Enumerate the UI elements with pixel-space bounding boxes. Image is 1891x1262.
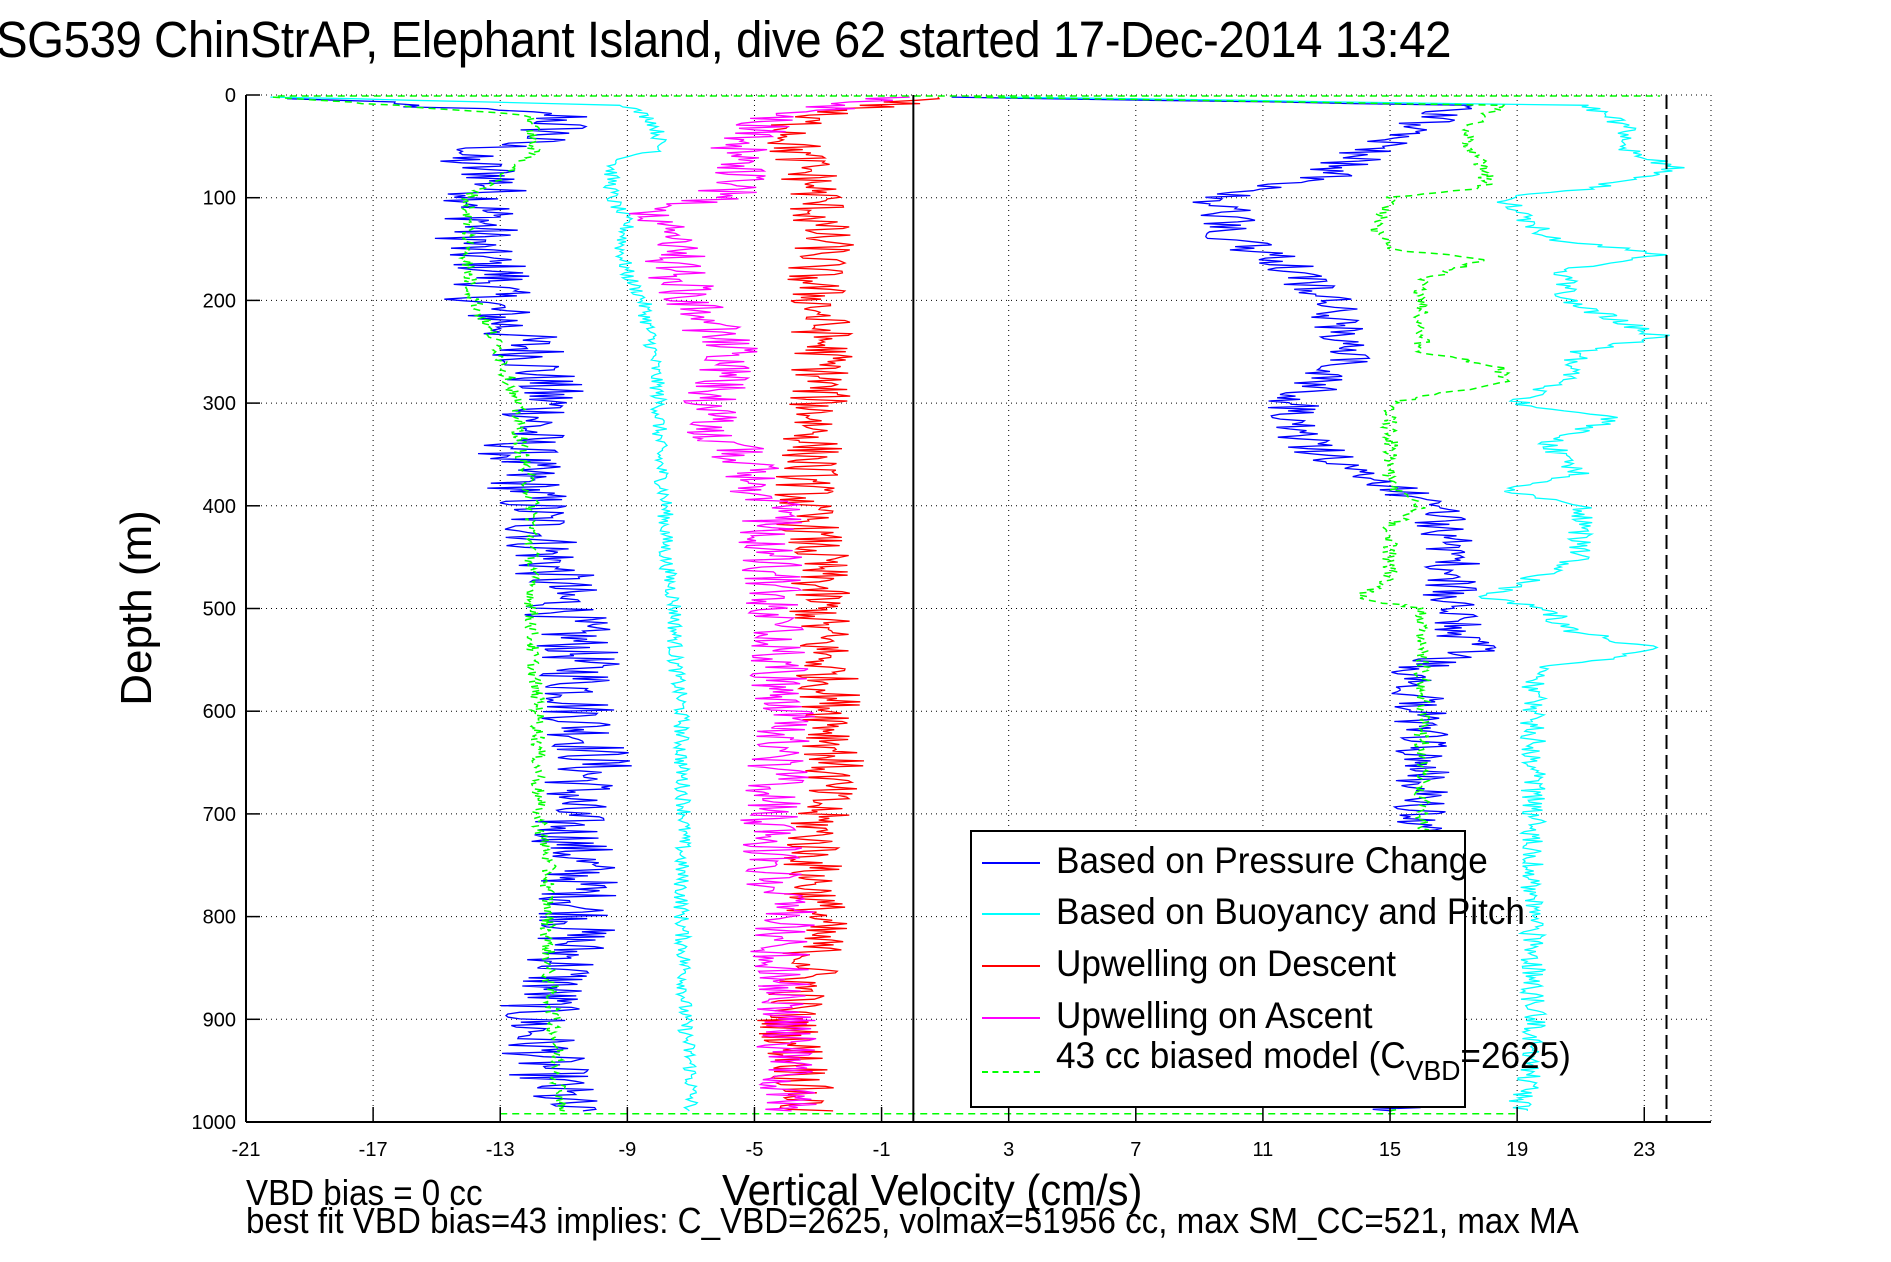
y-tick-label: 300 [203,393,236,415]
legend-label: Upwelling on Descent [1056,943,1396,984]
legend-label: 43 cc biased model (CVBD=2625) [1056,1035,1571,1087]
x-axis-label: Vertical Velocity (cm/s) [722,1166,1143,1215]
y-tick-label: 0 [225,85,236,107]
series-line-based-on-pressure-change-descent- [286,96,632,1112]
x-tick-label: 23 [1633,1139,1655,1161]
y-tick-label: 100 [203,188,236,210]
best-fit-note: best fit VBD bias=43 implies: C_VBD=2625… [246,1200,1579,1241]
y-tick-label: 500 [203,599,236,621]
y-axis-label: Depth (m) [112,510,161,706]
y-tick-label: 900 [203,1009,236,1031]
legend-swatch-buoyancy [982,913,1040,915]
legend-item-biased-model: 43 cc biased model (CVBD=2625) [972,1033,1571,1086]
series-line-based-on-buoyancy-and-pitch-ascent- [998,96,1685,1111]
legend-swatch-pressure [982,862,1040,864]
axes: -21 -17 -13 -9 -5 -1 3 7 11 15 19 23010020030040050… [192,85,1711,1161]
vbd-bias-note: VBD bias = 0 cc [246,1172,483,1213]
x-tick-label: 7 [1130,1139,1141,1161]
x-tick-label: 19 [1506,1139,1528,1161]
x-tick-label: -5 [746,1139,764,1161]
legend-label: Based on Buoyancy and Pitch [1056,891,1525,932]
series-line-43-cc-biased-model-descent- [272,96,568,1112]
series-line-based-on-buoyancy-and-pitch-descent- [270,96,699,1112]
series-line-upwelling-on-ascent [628,96,910,1112]
x-tick-label: -1 [873,1139,891,1161]
x-tick-label: 3 [1003,1139,1014,1161]
x-tick-label: 11 [1253,1139,1274,1161]
y-tick-label: 1000 [192,1112,237,1134]
x-tick-label: -9 [618,1139,636,1161]
reference-lines [912,95,1668,1122]
legend-swatch-model [982,1071,1040,1073]
legend-swatch-ascent [982,1017,1040,1019]
series-line-upwelling-on-descent [757,96,941,1112]
x-tick-label: -13 [486,1139,515,1161]
legend-label-sub: VBD [1405,1055,1461,1086]
legend-item-upwelling-descent: Upwelling on Descent [972,941,1464,989]
x-tick-label: -17 [359,1139,388,1161]
chart-title: SG539 ChinStrAP, Elephant Island, dive 6… [0,11,1452,68]
y-tick-label: 700 [203,804,236,826]
legend-swatch-descent [982,965,1040,967]
legend-item-buoyancy-pitch: Based on Buoyancy and Pitch [972,889,1525,937]
legend-item-pressure-change: Based on Pressure Change [972,838,1488,886]
legend-item-upwelling-ascent: Upwelling on Ascent [972,993,1464,1041]
y-tick-label: 600 [203,701,236,723]
x-tick-label: -21 [232,1139,261,1161]
legend-label: Upwelling on Ascent [1056,995,1373,1036]
y-tick-label: 400 [203,496,236,518]
y-tick-label: 800 [203,907,236,929]
legend-label: Based on Pressure Change [1056,840,1488,881]
y-tick-label: 200 [203,290,236,312]
series-line-43-cc-biased-model-ascent- [969,96,1511,1112]
legend-label-main: 43 cc biased model (C [1056,1035,1406,1076]
legend-label-tail: =2625) [1460,1035,1571,1076]
legend: Based on Pressure Change Based on Buoyan… [970,830,1571,1108]
x-tick-label: 15 [1379,1139,1401,1161]
